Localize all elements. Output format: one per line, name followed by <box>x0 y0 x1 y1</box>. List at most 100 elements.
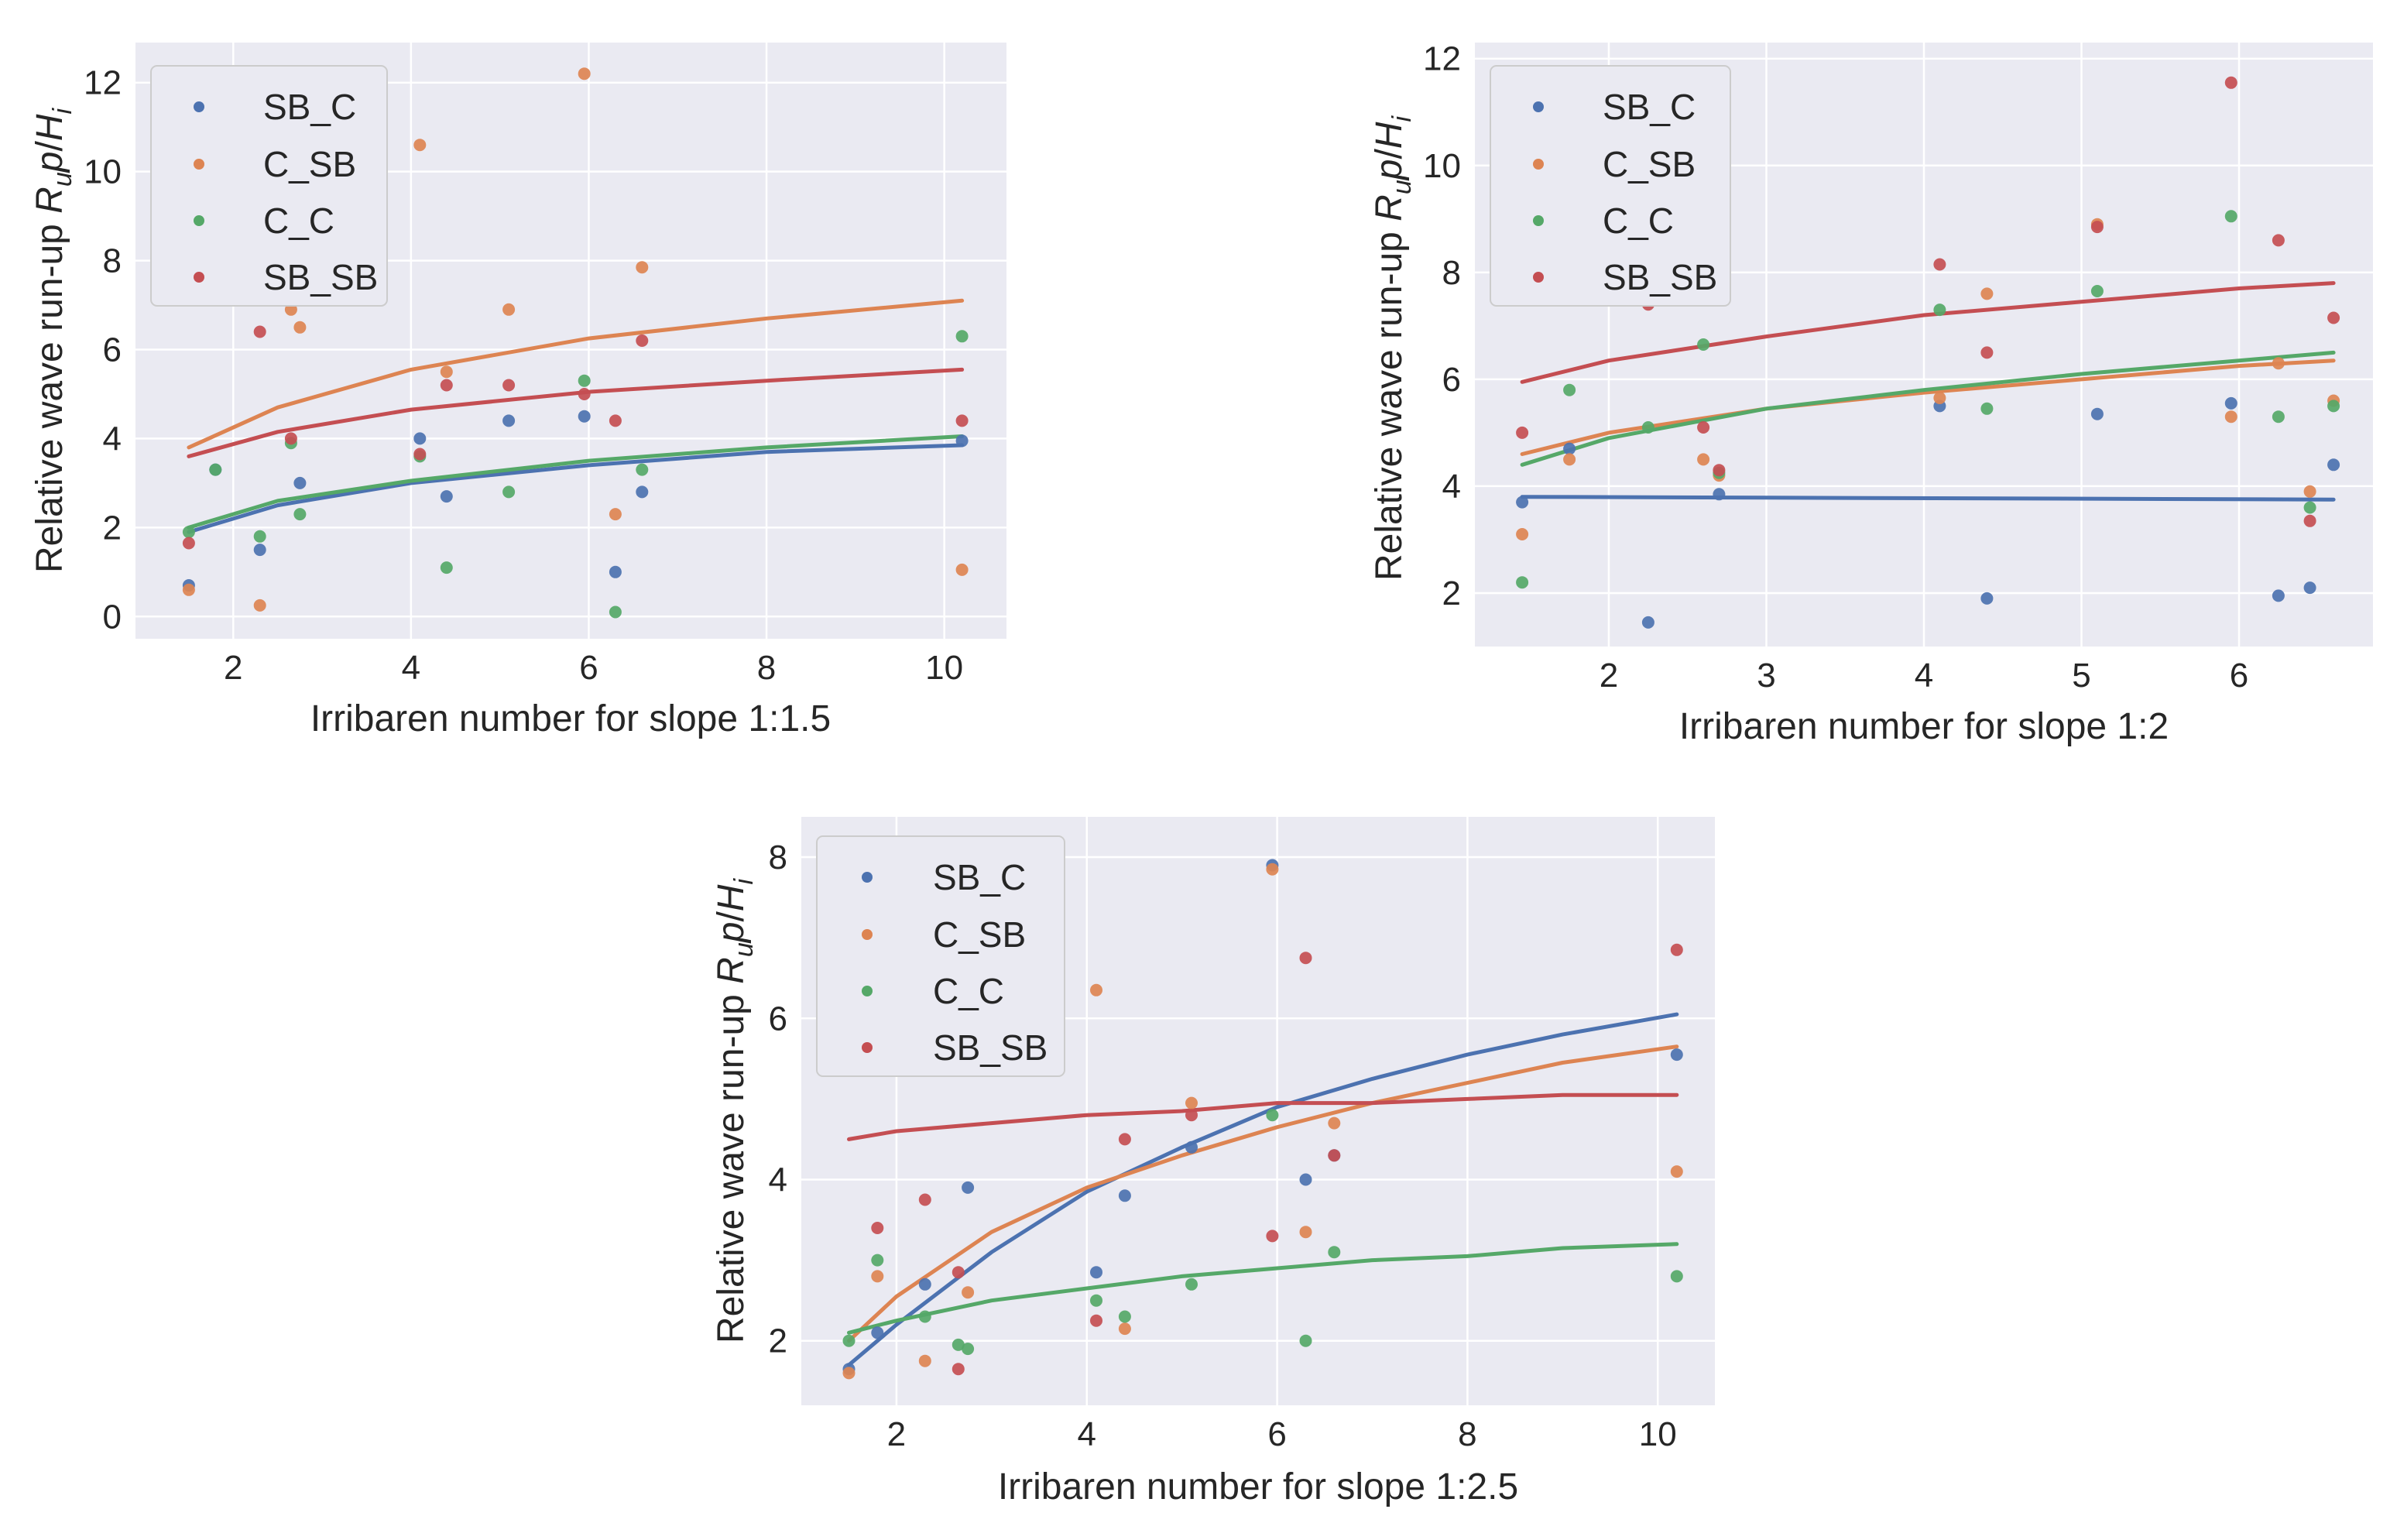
data-point-C_C <box>1516 576 1529 589</box>
data-point-SB_SB <box>2090 221 2104 234</box>
data-point-C_C <box>609 605 622 619</box>
x-axis-label: Irribaren number for slope 1:2 <box>1679 706 2169 747</box>
data-point-SB_SB <box>1670 943 1683 956</box>
data-point-C_C <box>209 463 222 476</box>
chart-slope-1-2.5: 2 4 6 8 10 2 4 6 8 Irribaren number for slope 1… <box>711 817 1715 1507</box>
data-point-SB_C <box>2327 458 2340 472</box>
legend-box <box>150 65 388 307</box>
data-point-C_SB <box>1980 287 1994 300</box>
data-point-SB_C <box>2272 589 2285 602</box>
fit-line-SB_SB <box>187 367 965 458</box>
gridlines <box>135 43 1006 639</box>
x-tick-label: 2 <box>887 1415 906 1453</box>
data-points <box>182 67 969 619</box>
data-point-C_SB <box>1516 528 1529 540</box>
legend-marker-SB_SB <box>194 272 204 283</box>
data-point-SB_SB <box>182 537 195 550</box>
data-point-C_C <box>253 530 266 543</box>
data-point-C_SB <box>1185 1096 1198 1110</box>
data-point-SB_C <box>1299 1173 1312 1186</box>
data-point-C_SB <box>1090 983 1102 996</box>
y-tick-label: 6 <box>103 331 122 369</box>
data-points <box>842 859 1683 1380</box>
legend-marker-SB_SB <box>1533 272 1544 283</box>
data-point-SB_C <box>1980 592 1994 605</box>
legend: SB_C C_SB C_C SB_SB <box>816 835 1065 1077</box>
y-tick-label: 6 <box>1442 361 1461 399</box>
data-point-C_C <box>2090 285 2104 297</box>
data-point-SB_SB <box>1090 1314 1102 1327</box>
x-tick-label: 4 <box>1078 1415 1096 1453</box>
legend-marker-C_C <box>862 986 873 996</box>
data-point-SB_C <box>962 1181 975 1194</box>
data-point-C_C <box>1299 1334 1312 1347</box>
chart-slope-1-1.5: 2 4 6 8 10 0 2 4 6 8 10 12 Irribaren number for sl… <box>29 43 1006 739</box>
legend-label-SB_SB: SB_SB <box>1603 257 1717 297</box>
y-tick-label: 2 <box>103 509 122 547</box>
data-point-SB_C <box>293 476 307 489</box>
data-point-C_SB <box>955 563 969 576</box>
data-point-SB_SB <box>955 414 969 427</box>
data-points <box>1516 76 2340 629</box>
data-point-C_SB <box>2224 410 2237 424</box>
data-point-C_SB <box>578 67 591 81</box>
y-tick-labels: 2 4 6 8 10 12 <box>1423 40 1461 612</box>
data-point-C_C <box>2327 400 2340 413</box>
x-tick-label: 8 <box>1458 1415 1476 1453</box>
y-tick-label: 6 <box>769 1000 787 1038</box>
x-tick-label: 8 <box>757 649 776 687</box>
legend: SB_C C_SB C_C SB_SB <box>1490 65 1731 307</box>
data-point-C_SB <box>1933 392 1946 404</box>
data-point-C_C <box>2272 410 2285 424</box>
data-point-SB_C <box>1516 496 1529 509</box>
data-point-SB_SB <box>1713 464 1726 477</box>
data-point-SB_C <box>1670 1048 1683 1062</box>
legend-marker-SB_C <box>194 101 204 112</box>
data-point-SB_SB <box>502 379 516 392</box>
legend-marker-SB_C <box>1533 101 1544 112</box>
x-tick-label: 4 <box>402 649 420 687</box>
data-point-C_SB <box>1697 453 1710 466</box>
data-point-C_SB <box>842 1367 856 1380</box>
fit-line-SB_C <box>1520 495 2336 502</box>
legend-marker-C_SB <box>1533 159 1544 170</box>
x-axis-label: Irribaren number for slope 1:2.5 <box>998 1466 1518 1507</box>
data-point-C_C <box>955 330 969 343</box>
data-point-C_C <box>871 1254 884 1267</box>
x-tick-label: 3 <box>1757 657 1775 695</box>
x-tick-label: 2 <box>224 649 242 687</box>
data-point-SB_C <box>1641 616 1654 629</box>
fit-lines <box>847 1012 1679 1367</box>
data-point-C_C <box>502 485 516 499</box>
y-tick-label: 4 <box>769 1161 787 1199</box>
data-point-SB_SB <box>1933 258 1946 271</box>
legend-label-C_C: C_C <box>263 201 334 241</box>
data-point-SB_SB <box>1980 346 1994 359</box>
data-point-C_C <box>1697 338 1710 351</box>
x-tick-label: 10 <box>925 649 963 687</box>
x-tick-labels: 2 3 4 5 6 <box>1600 657 2249 695</box>
y-tick-label: 10 <box>84 153 122 191</box>
legend-label-C_C: C_C <box>933 971 1004 1011</box>
data-point-SB_SB <box>440 379 453 392</box>
data-point-SB_C <box>1090 1266 1102 1279</box>
x-axis-label: Irribaren number for slope 1:1.5 <box>310 698 831 739</box>
data-point-C_C <box>1266 1109 1279 1122</box>
data-point-SB_SB <box>1328 1149 1341 1162</box>
x-tick-label: 5 <box>2072 657 2090 695</box>
data-point-SB_C <box>1563 442 1576 455</box>
data-point-C_SB <box>413 139 427 152</box>
legend-label-SB_C: SB_C <box>1603 87 1696 127</box>
y-axis-label: Relative wave run-up Rup/Hi <box>1369 115 1417 581</box>
data-point-C_SB <box>962 1286 975 1299</box>
data-point-C_C <box>1980 402 1994 415</box>
data-point-SB_C <box>2090 407 2104 420</box>
data-point-SB_C <box>413 432 427 445</box>
data-point-SB_SB <box>1185 1109 1198 1122</box>
fit-lines <box>1520 281 2336 502</box>
fit-line-SB_C <box>187 443 965 534</box>
data-point-C_C <box>2224 210 2237 223</box>
data-point-SB_SB <box>952 1363 965 1376</box>
legend-marker-SB_C <box>862 872 873 883</box>
x-tick-label: 10 <box>1639 1415 1677 1453</box>
